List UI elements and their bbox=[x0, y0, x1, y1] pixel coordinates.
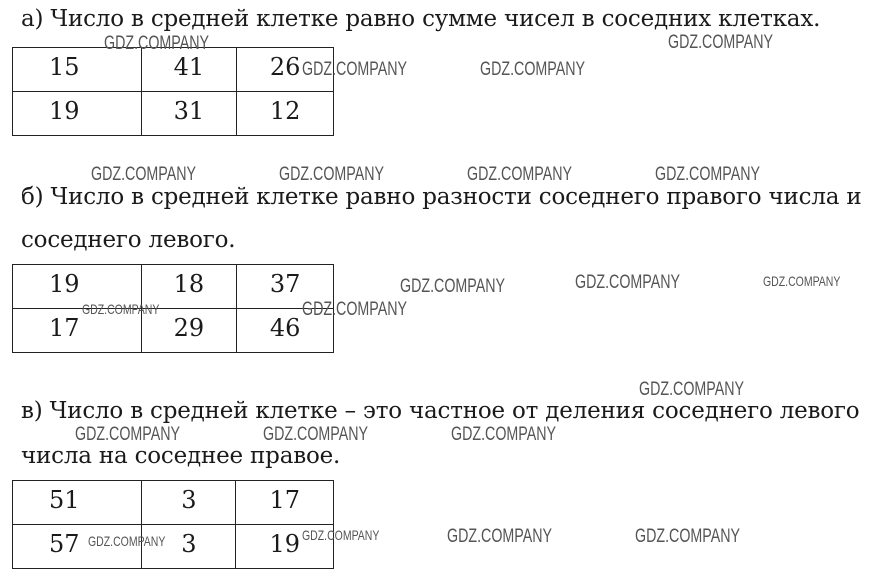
watermark: GDZ.COMPANY bbox=[302, 527, 380, 543]
watermark: GDZ.COMPANY bbox=[279, 164, 385, 185]
task-a-text: а) Число в средней клетке равно сумме чи… bbox=[21, 6, 821, 32]
watermark: GDZ.COMPANY bbox=[575, 272, 681, 293]
watermark: GDZ.COMPANY bbox=[88, 533, 166, 549]
cell: 15 bbox=[12, 47, 142, 92]
cell: 57 bbox=[11, 524, 143, 569]
watermark: GDZ.COMPANY bbox=[91, 164, 197, 185]
task-b-text-1: б) Число в средней клетке равно разности… bbox=[21, 184, 862, 210]
task-c-text-2: числа на соседнее правое. bbox=[21, 443, 341, 469]
cell: 3 bbox=[141, 524, 237, 569]
watermark: GDZ.COMPANY bbox=[447, 526, 553, 547]
task-a-table: 15 41 26 19 31 12 bbox=[12, 47, 334, 136]
cell: 18 bbox=[140, 264, 238, 309]
watermark: GDZ.COMPANY bbox=[467, 164, 573, 185]
cell: 12 bbox=[236, 91, 334, 136]
cell: 17 bbox=[235, 480, 334, 525]
watermark: GDZ.COMPANY bbox=[104, 33, 210, 54]
task-b-text-2: соседнего левого. bbox=[21, 227, 236, 253]
task-b-table: 19 18 37 17 29 46 bbox=[12, 264, 334, 353]
cell: 3 bbox=[141, 480, 237, 525]
cell: 19 bbox=[235, 524, 334, 569]
watermark: GDZ.COMPANY bbox=[480, 59, 586, 80]
cell: 19 bbox=[12, 91, 142, 136]
watermark: GDZ.COMPANY bbox=[635, 526, 741, 547]
cell: 26 bbox=[236, 47, 334, 92]
cell: 41 bbox=[140, 47, 238, 92]
cell: 31 bbox=[140, 91, 238, 136]
task-c-text-1: в) Число в средней клетке – это частное … bbox=[21, 398, 860, 424]
watermark: GDZ.COMPANY bbox=[263, 424, 369, 445]
watermark: GDZ.COMPANY bbox=[302, 299, 408, 320]
watermark: GDZ.COMPANY bbox=[75, 424, 181, 445]
watermark: GDZ.COMPANY bbox=[639, 379, 745, 400]
task-c-table: 51 3 17 57 3 19 bbox=[11, 480, 334, 569]
cell: 17 bbox=[12, 308, 142, 353]
cell: 51 bbox=[11, 480, 143, 525]
cell: 19 bbox=[12, 264, 142, 309]
watermark: GDZ.COMPANY bbox=[655, 164, 761, 185]
watermark: GDZ.COMPANY bbox=[451, 424, 557, 445]
watermark: GDZ.COMPANY bbox=[82, 301, 160, 317]
cell: 46 bbox=[236, 308, 334, 353]
watermark: GDZ.COMPANY bbox=[302, 59, 408, 80]
watermark: GDZ.COMPANY bbox=[763, 273, 841, 289]
cell: 29 bbox=[140, 308, 238, 353]
watermark: GDZ.COMPANY bbox=[400, 276, 506, 297]
watermark: GDZ.COMPANY bbox=[668, 32, 774, 53]
